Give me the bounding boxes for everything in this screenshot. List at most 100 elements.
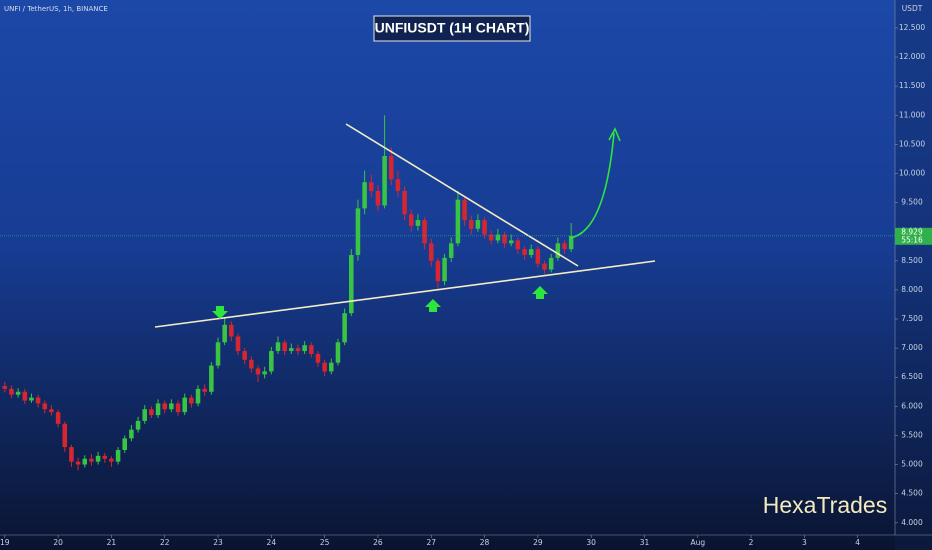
projection-curve — [569, 132, 615, 239]
countdown-label: 55:16 — [901, 235, 923, 244]
candle-body — [49, 409, 54, 413]
y-tick-label: 12.000 — [899, 52, 925, 61]
candle-body — [375, 190, 381, 206]
candle-body — [2, 385, 8, 389]
candle-body — [475, 220, 481, 229]
candle-body — [395, 179, 401, 191]
candle-body — [462, 199, 467, 221]
y-tick-label: 8.000 — [901, 285, 923, 294]
price-axis-panel — [895, 0, 932, 550]
candle-body — [442, 257, 447, 282]
candle-body — [82, 458, 88, 465]
candle-body — [122, 438, 128, 451]
candle-body — [369, 182, 374, 191]
candle-body — [89, 458, 94, 462]
candle-body — [215, 342, 221, 366]
candle-body — [62, 423, 68, 448]
x-tick-label: 26 — [373, 538, 383, 547]
candle-body — [15, 391, 21, 395]
candle-body — [162, 403, 167, 410]
candle-body — [322, 362, 327, 372]
axes: 4.000 4.500 5.000 5.500 6.000 6.500 7.000 7.500… — [0, 23, 925, 547]
candle-body — [528, 249, 534, 255]
candle-body — [242, 351, 247, 360]
candle-body — [235, 336, 241, 352]
y-tick-label: 5.500 — [901, 430, 923, 439]
candle-body — [402, 190, 407, 215]
y-axis-label: USDT — [902, 4, 923, 13]
y-tick-label: 12.500 — [899, 23, 925, 32]
candle-body — [22, 391, 28, 401]
y-tick-label: 4.500 — [901, 489, 923, 498]
candle-body — [329, 362, 334, 372]
x-tick-label: 22 — [160, 538, 170, 547]
candle-body — [9, 388, 14, 395]
candle-body — [169, 403, 174, 410]
candle-body — [495, 234, 501, 241]
candle-body — [355, 208, 361, 255]
x-tick-label: 24 — [267, 538, 277, 547]
x-tick-label: 23 — [213, 538, 223, 547]
candle-body — [422, 220, 427, 244]
x-tick-label: 4 — [855, 538, 860, 547]
y-tick-label: 7.500 — [901, 314, 923, 323]
candle-body — [455, 199, 461, 244]
x-tick-label: 25 — [320, 538, 330, 547]
candle-body — [222, 324, 227, 343]
candle-body — [142, 409, 147, 421]
x-tick-label: 30 — [586, 538, 596, 547]
candle-body — [195, 388, 201, 404]
candle-body — [95, 455, 101, 462]
candle-body — [109, 458, 114, 462]
candle-body — [269, 351, 274, 372]
candle-body — [262, 371, 267, 375]
candle-body — [35, 397, 41, 404]
projection-arrowhead — [608, 127, 621, 142]
candle-body — [382, 156, 387, 206]
last-price-label: 8.929 — [901, 227, 923, 236]
down-arrow — [212, 306, 228, 319]
chart-title: UNFIUSDT (1H CHART) — [375, 20, 530, 36]
symbol-label: UNFI / TetherUS, 1h, BINANCE — [4, 5, 108, 13]
y-tick-label: 7.000 — [901, 343, 923, 352]
candle-body — [435, 260, 441, 282]
candle-body — [428, 243, 434, 261]
candle-body — [29, 397, 34, 401]
x-tick-label: 21 — [107, 538, 117, 547]
candle-body — [182, 397, 187, 413]
candle-body — [349, 254, 354, 314]
candle-body — [542, 263, 547, 270]
candle-body — [448, 243, 454, 258]
candle-body — [249, 359, 254, 369]
last-price-tag — [895, 227, 932, 245]
candle-body — [468, 220, 474, 229]
candle-body — [115, 450, 121, 462]
y-tick-label: 11.000 — [899, 110, 925, 119]
x-tick-label: 20 — [53, 538, 63, 547]
candle-body — [149, 409, 154, 416]
candle-body — [155, 403, 161, 416]
candle-body — [309, 345, 314, 354]
x-tick-label: 27 — [426, 538, 436, 547]
candle-body — [535, 249, 541, 264]
candle-body — [229, 324, 234, 337]
candle-body — [289, 348, 294, 352]
candle-body — [135, 420, 141, 430]
y-tick-label: 6.000 — [901, 401, 923, 410]
y-tick-label: 6.500 — [901, 372, 923, 381]
candle-body — [388, 156, 394, 180]
candle-body — [75, 461, 81, 465]
y-tick-label: 4.000 — [901, 518, 923, 527]
candle-body — [202, 388, 207, 392]
candle-body — [362, 182, 367, 209]
candle-body — [315, 353, 321, 363]
candle-body — [302, 345, 307, 352]
up-arrow — [425, 299, 441, 312]
y-tick-label: 5.000 — [901, 460, 923, 469]
candle-body — [55, 412, 61, 424]
x-tick-label: 3 — [802, 538, 807, 547]
x-tick-label: 31 — [640, 538, 650, 547]
